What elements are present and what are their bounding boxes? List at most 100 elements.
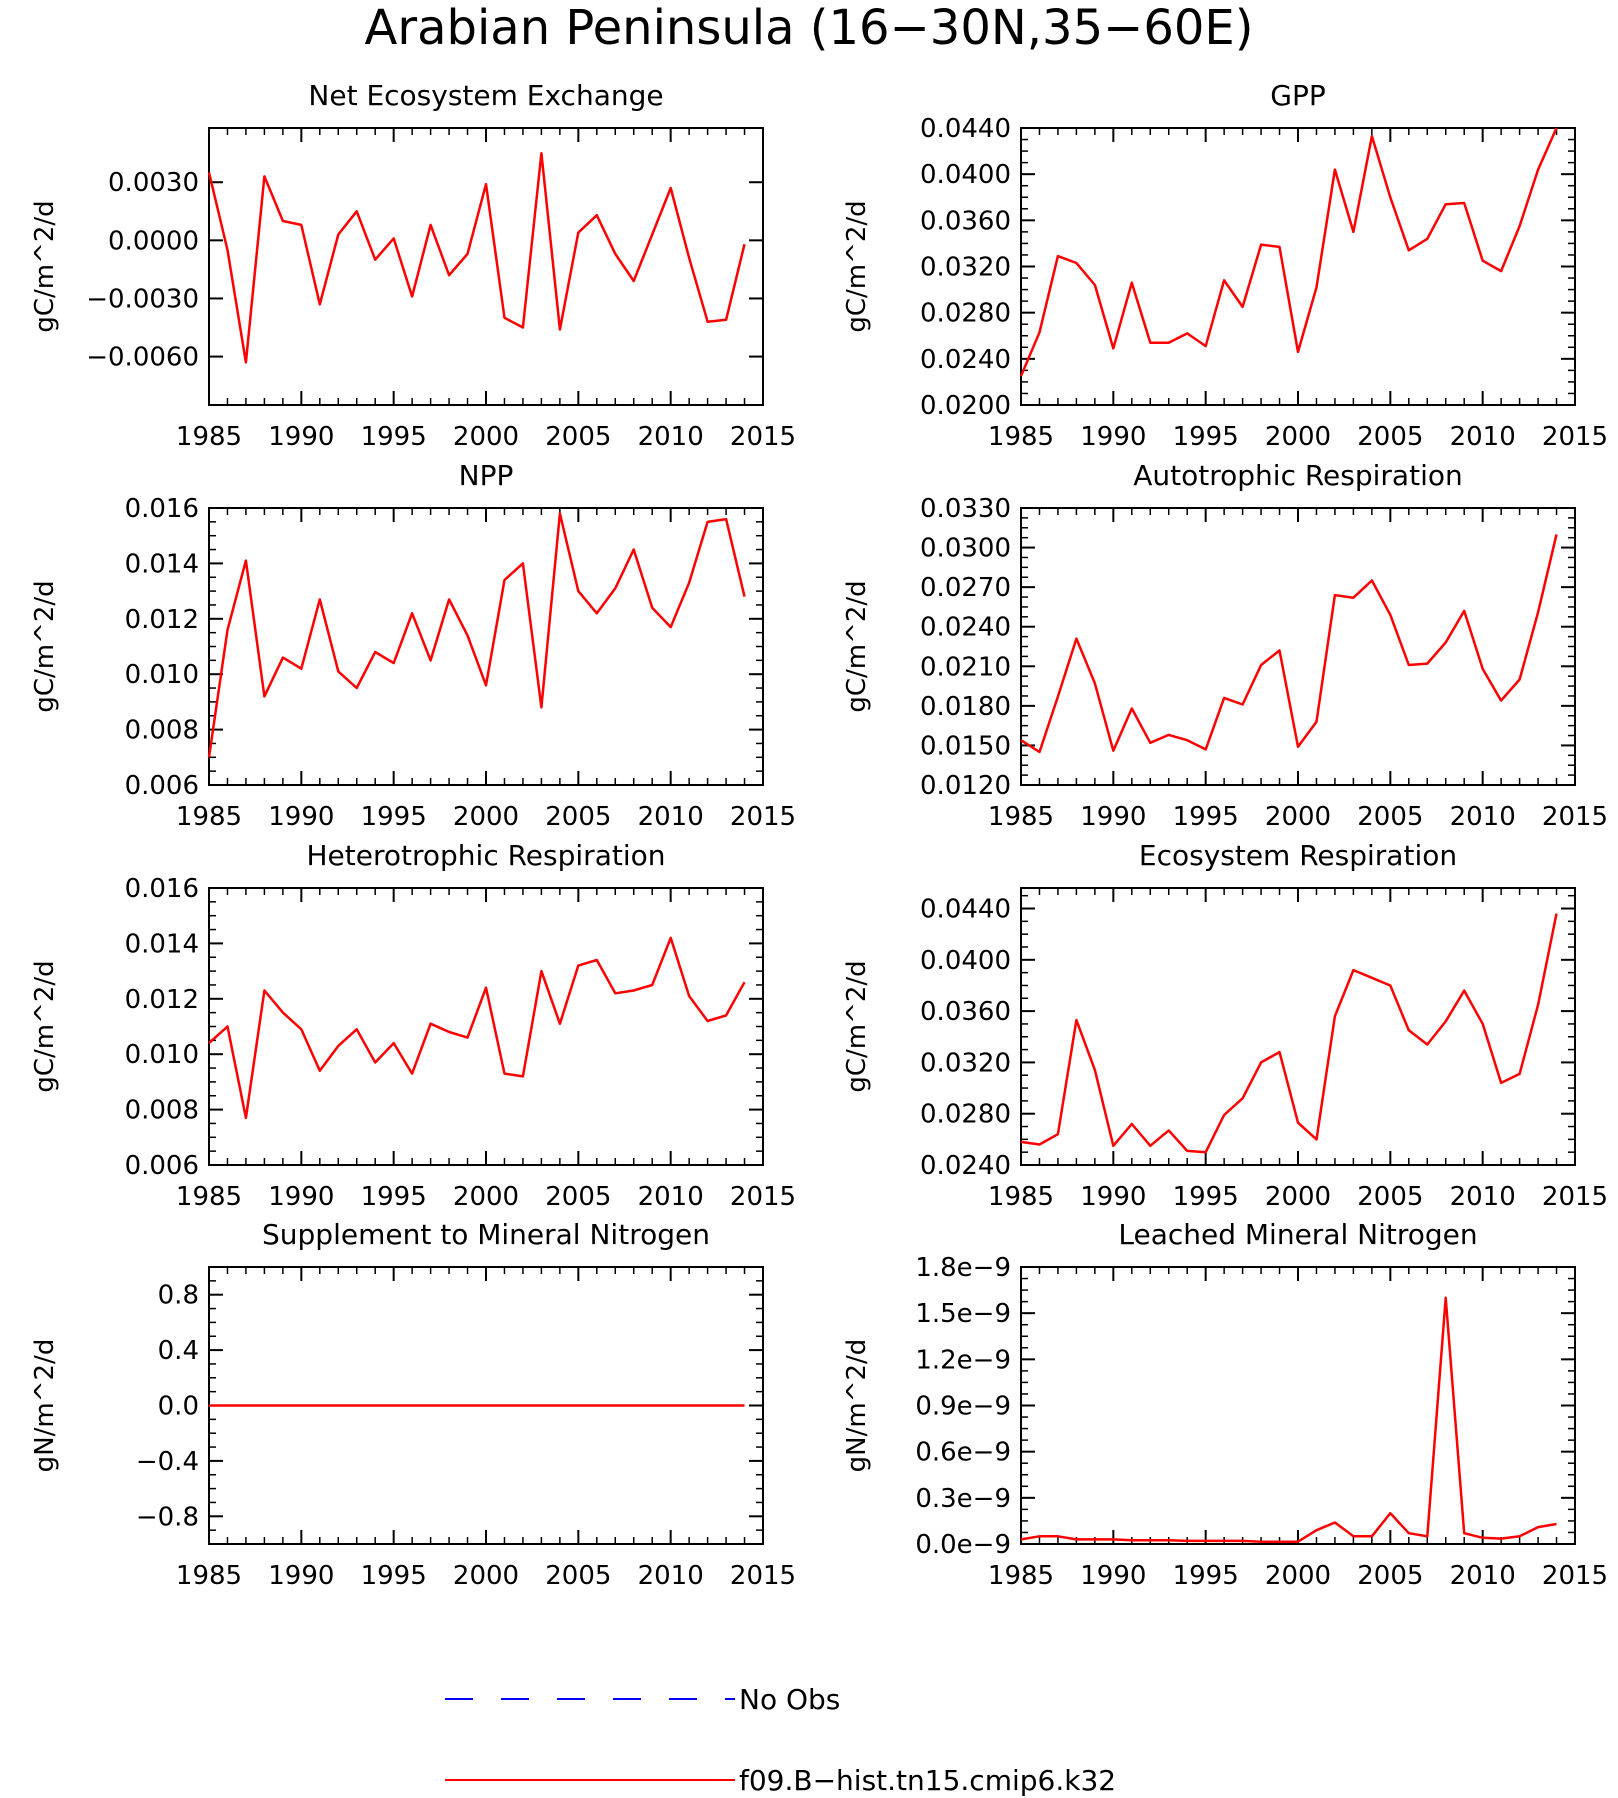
y-tick-label: 0.0440: [920, 114, 1011, 144]
x-tick-label: 2010: [638, 422, 704, 452]
y-axis-label: gN/m^2/d: [842, 1339, 872, 1473]
x-tick-label: 2010: [638, 1182, 704, 1212]
y-tick-label: 0.0e−9: [915, 1530, 1011, 1560]
legend: No Obs f09.B−hist.tn15.cmip6.k32: [445, 1683, 1116, 1797]
y-tick-label: −0.0030: [86, 284, 199, 314]
data-series-line: [207, 151, 746, 364]
x-tick-label: 1990: [1080, 802, 1146, 832]
y-tick-label: 0.012: [125, 985, 199, 1015]
y-tick-label: 0.6e−9: [915, 1438, 1011, 1468]
y-tick-label: 0.0360: [920, 206, 1011, 236]
x-tick-label: 2005: [545, 1182, 611, 1212]
x-tick-label: 1995: [1173, 1561, 1239, 1591]
y-tick-label: 0.0400: [920, 946, 1011, 976]
y-tick-label: 0.008: [125, 1096, 199, 1126]
y-tick-label: 0.0360: [920, 997, 1011, 1027]
panel-title: Leached Mineral Nitrogen: [1118, 1218, 1477, 1251]
panel-2: GPP gC/m^2/d 1985 1990 1995 2000 2005 2010 2015 0…: [842, 79, 1608, 452]
x-tick-label: 1995: [1173, 422, 1239, 452]
panel-1: Net Ecosystem Exchange gC/m^2/d 1985 1990 19…: [30, 79, 796, 452]
x-tick-label: 1990: [1080, 1182, 1146, 1212]
x-tick-label: 1990: [1080, 422, 1146, 452]
y-tick-label: 0.3e−9: [915, 1484, 1011, 1514]
x-tick-label: 2015: [1542, 1561, 1608, 1591]
x-tick-label: 2015: [1542, 802, 1608, 832]
y-axis-label: gC/m^2/d: [842, 200, 872, 332]
panel-title: Heterotrophic Respiration: [307, 839, 666, 872]
x-tick-label: 2005: [1357, 802, 1423, 832]
y-tick-label: 0.0240: [920, 613, 1011, 643]
y-tick-label: 0.0320: [920, 1048, 1011, 1078]
x-tick-label: 1985: [988, 802, 1054, 832]
y-tick-label: 0.0180: [920, 692, 1011, 722]
data-series-line: [1020, 1296, 1557, 1543]
x-tick-label: 1995: [361, 802, 427, 832]
x-tick-label: 1990: [1080, 1561, 1146, 1591]
x-tick-label: 2010: [638, 1561, 704, 1591]
x-tick-label: 2005: [545, 422, 611, 452]
panel-4: Autotrophic Respiration gC/m^2/d 1985 1990 1…: [842, 459, 1608, 832]
x-tick-label: 2015: [730, 422, 796, 452]
y-tick-label: 1.2e−9: [915, 1345, 1011, 1375]
legend-item-no-obs: No Obs: [445, 1683, 840, 1716]
x-tick-label: 2005: [545, 1561, 611, 1591]
x-tick-label: 2015: [1542, 422, 1608, 452]
y-axis-label: gN/m^2/d: [30, 1339, 60, 1473]
y-tick-label: 0.0240: [920, 1151, 1011, 1181]
y-tick-label: 1.8e−9: [915, 1253, 1011, 1283]
x-tick-label: 1990: [268, 422, 334, 452]
y-tick-label: 1.5e−9: [915, 1299, 1011, 1329]
x-tick-label: 2005: [545, 802, 611, 832]
x-tick-label: 2010: [1450, 802, 1516, 832]
x-tick-label: 2005: [1357, 1561, 1423, 1591]
x-tick-label: 1995: [1173, 1182, 1239, 1212]
y-tick-label: 0.014: [125, 549, 199, 579]
y-tick-label: 0.4: [158, 1336, 199, 1366]
y-tick-label: 0.0300: [920, 534, 1011, 564]
x-tick-label: 2015: [730, 802, 796, 832]
x-tick-label: 1985: [176, 1182, 242, 1212]
x-tick-label: 1990: [268, 1561, 334, 1591]
y-tick-label: 0.0280: [920, 1100, 1011, 1130]
y-axis-label: gC/m^2/d: [842, 580, 872, 712]
y-axis-label: gC/m^2/d: [30, 200, 60, 332]
x-tick-label: 1985: [988, 1561, 1054, 1591]
y-axis-label: gC/m^2/d: [30, 580, 60, 712]
x-tick-label: 2005: [1357, 1182, 1423, 1212]
panel-title: Supplement to Mineral Nitrogen: [262, 1218, 710, 1251]
x-tick-label: 1985: [176, 1561, 242, 1591]
y-tick-label: 0.0000: [108, 226, 199, 256]
y-axis-label: gC/m^2/d: [842, 960, 872, 1092]
panels: Net Ecosystem Exchange gC/m^2/d 1985 1990 19…: [30, 79, 1608, 1591]
x-tick-label: 2000: [453, 422, 519, 452]
legend-label-model: f09.B−hist.tn15.cmip6.k32: [739, 1764, 1116, 1797]
x-tick-label: 2000: [1265, 1561, 1331, 1591]
x-tick-label: 1985: [988, 422, 1054, 452]
y-tick-label: 0.010: [125, 660, 199, 690]
y-tick-label: −0.4: [136, 1447, 199, 1477]
x-tick-label: 2015: [730, 1182, 796, 1212]
x-tick-label: 1995: [361, 1182, 427, 1212]
y-tick-label: 0.006: [125, 1151, 199, 1181]
data-series-line: [1020, 534, 1558, 754]
x-tick-label: 2000: [1265, 422, 1331, 452]
y-tick-label: 0.016: [125, 874, 199, 904]
x-tick-label: 2000: [1265, 1182, 1331, 1212]
y-tick-label: 0.012: [125, 605, 199, 635]
x-tick-label: 1990: [268, 1182, 334, 1212]
x-tick-label: 2000: [1265, 802, 1331, 832]
x-tick-label: 1985: [176, 802, 242, 832]
y-tick-label: 0.0440: [920, 895, 1011, 925]
legend-item-model: f09.B−hist.tn15.cmip6.k32: [445, 1764, 1116, 1797]
x-tick-label: 2000: [453, 1182, 519, 1212]
x-tick-label: 1985: [988, 1182, 1054, 1212]
legend-label-no-obs: No Obs: [739, 1683, 840, 1716]
y-tick-label: 0.0330: [920, 494, 1011, 524]
panel-title: Net Ecosystem Exchange: [308, 79, 663, 112]
x-tick-label: 2000: [453, 1561, 519, 1591]
y-tick-label: 0.010: [125, 1040, 199, 1070]
panel-title: Ecosystem Respiration: [1139, 839, 1457, 872]
x-tick-label: 2015: [1542, 1182, 1608, 1212]
